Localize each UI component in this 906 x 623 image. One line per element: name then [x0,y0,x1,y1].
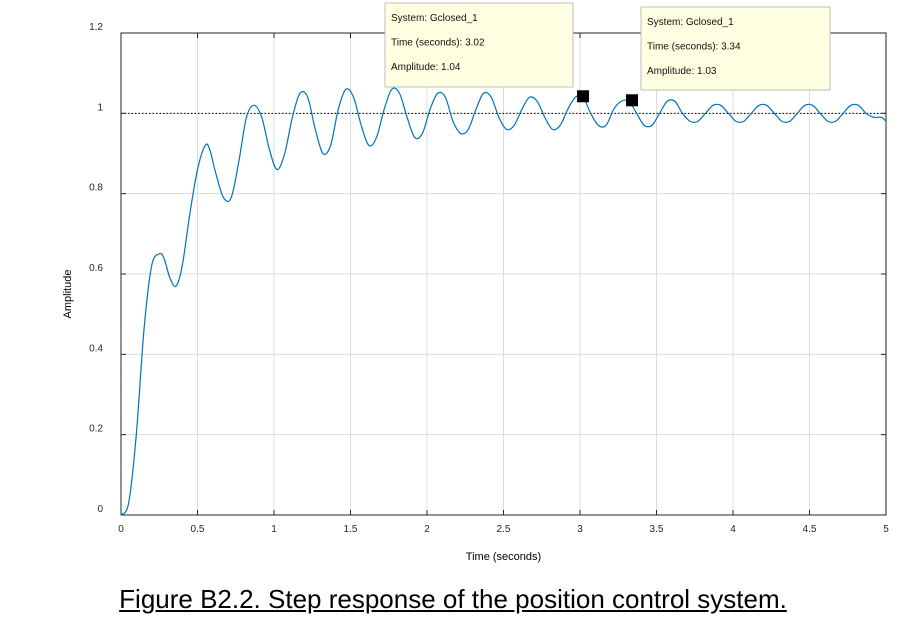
x-tick-label: 5 [883,524,889,535]
y-tick-label: 0.8 [89,183,103,194]
x-tick-label: 3.5 [650,524,664,535]
x-tick-label: 1 [271,524,277,535]
x-tick-label: 2.5 [497,524,511,535]
step-response-line [120,87,887,516]
datatip-amplitude: Amplitude: 1.03 [647,66,717,77]
step-response-chart: 0 0.5 1 1.5 2 2.5 3 3.5 4 4.5 5 0 0.2 0.4 0.6 0.8 1 1.2 T… [62,2,889,563]
y-tick-label: 1 [97,102,103,113]
x-tick-label: 4 [730,524,736,535]
datatip[interactable]: System: Gclosed_1 Time (seconds): 3.02 Amp… [384,2,590,103]
x-axis-label: Time (seconds) [466,551,541,563]
axis-ticks: 0 0.5 1 1.5 2 2.5 3 3.5 4 4.5 5 0 0.2 0.4 0.6 0.8 1 1.2 [89,22,889,535]
grid-lines [121,33,886,515]
figure-caption: Figure B2.2. Step response of the positi… [119,584,787,614]
x-tick-label: 4.5 [803,524,817,535]
datatip-marker[interactable] [577,90,590,103]
datatip-system: System: Gclosed_1 [391,13,478,24]
y-tick-label: 0.2 [89,424,103,435]
y-axis-label: Amplitude [62,270,74,319]
y-tick-label: 0.4 [89,343,103,354]
x-tick-label: 0.5 [191,524,205,535]
y-tick-label: 1.2 [89,22,103,33]
datatip-marker[interactable] [626,94,639,107]
datatip[interactable]: System: Gclosed_1 Time (seconds): 3.34 Amp… [626,6,831,107]
datatip-box [640,6,831,91]
datatips: System: Gclosed_1 Time (seconds): 3.02 Amp… [384,2,831,107]
datatip-time: Time (seconds): 3.02 [391,38,485,49]
y-tick-label: 0 [97,504,103,515]
y-tick-label: 0.6 [89,263,103,274]
datatip-system: System: Gclosed_1 [647,17,734,28]
datatip-box [384,2,574,88]
x-tick-label: 2 [424,524,430,535]
series-layer [120,87,887,516]
datatip-amplitude: Amplitude: 1.04 [391,62,461,73]
x-tick-label: 1.5 [344,524,358,535]
x-tick-label: 3 [577,524,583,535]
datatip-time: Time (seconds): 3.34 [647,42,741,53]
x-tick-label: 0 [118,524,124,535]
